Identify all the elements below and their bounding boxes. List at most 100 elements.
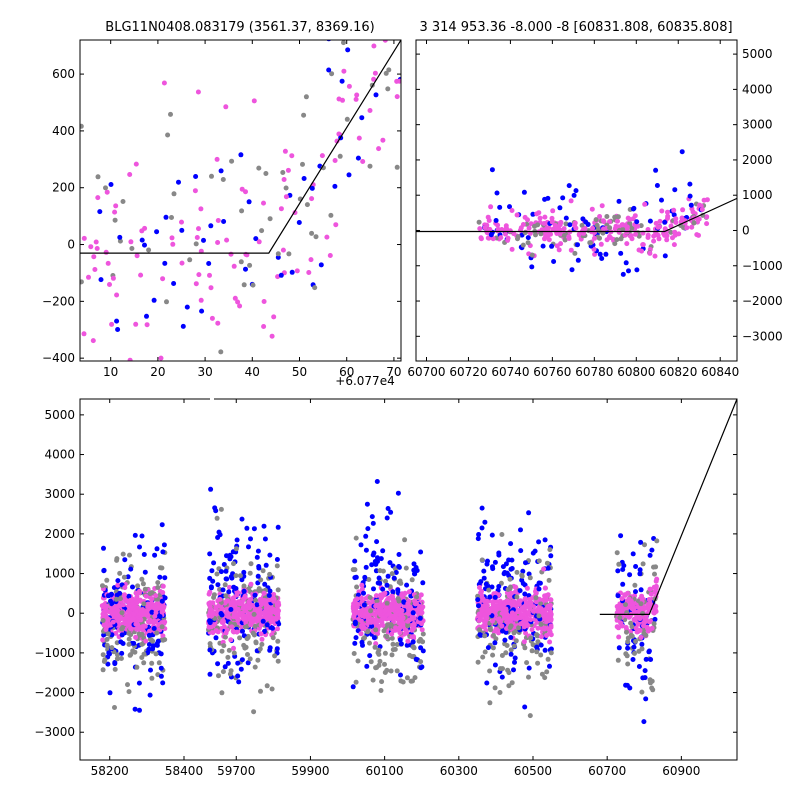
data-point xyxy=(620,567,626,572)
y-tick-label: 5000 xyxy=(44,408,75,422)
data-point xyxy=(132,649,138,655)
data-point xyxy=(410,678,415,684)
data-point xyxy=(286,251,292,257)
data-point xyxy=(179,219,184,225)
data-point xyxy=(267,571,273,577)
data-point xyxy=(550,226,556,232)
data-point xyxy=(157,574,163,580)
data-point xyxy=(580,227,586,233)
data-point xyxy=(113,203,119,209)
data-point xyxy=(654,538,660,544)
data-point xyxy=(360,159,366,164)
data-point xyxy=(371,586,376,592)
data-point xyxy=(511,603,517,609)
data-point xyxy=(396,620,402,626)
data-point xyxy=(359,115,365,121)
data-point xyxy=(148,637,154,643)
data-point xyxy=(639,689,645,695)
data-point xyxy=(528,617,534,623)
data-point xyxy=(548,597,554,603)
data-point xyxy=(488,627,493,633)
data-point xyxy=(549,215,555,221)
data-point xyxy=(221,624,227,630)
data-point xyxy=(620,581,626,587)
data-point xyxy=(387,615,393,621)
data-point xyxy=(485,214,491,220)
data-point xyxy=(169,235,175,241)
data-point xyxy=(198,206,204,212)
data-point xyxy=(629,624,635,630)
data-point xyxy=(630,657,636,662)
data-point xyxy=(261,299,267,304)
data-point xyxy=(497,690,503,695)
data-point xyxy=(100,652,106,658)
data-point xyxy=(224,237,230,243)
data-point xyxy=(499,653,505,658)
data-point xyxy=(160,549,166,555)
data-point xyxy=(156,660,162,666)
data-point xyxy=(385,573,391,579)
data-point xyxy=(154,641,160,647)
data-point xyxy=(114,556,120,562)
data-point xyxy=(527,230,533,236)
data-point xyxy=(479,588,484,594)
data-point xyxy=(259,636,265,642)
data-point xyxy=(623,613,629,618)
data-point xyxy=(512,589,518,595)
data-point xyxy=(396,627,402,632)
data-point xyxy=(269,686,275,692)
data-point xyxy=(126,689,132,695)
data-point xyxy=(210,578,216,584)
y-tick-label: −200 xyxy=(42,294,75,308)
data-point xyxy=(274,601,280,607)
x-tick-label: 60300 xyxy=(440,764,478,778)
data-point xyxy=(352,567,358,573)
data-point xyxy=(493,218,499,223)
data-point xyxy=(120,551,126,557)
data-point xyxy=(353,96,359,102)
data-point xyxy=(621,563,627,569)
data-point xyxy=(104,189,110,195)
data-point xyxy=(221,643,227,649)
data-point xyxy=(371,635,377,641)
data-point xyxy=(518,225,524,231)
data-point xyxy=(391,575,397,581)
data-point xyxy=(144,322,150,328)
data-point xyxy=(352,558,358,564)
data-point xyxy=(374,598,380,604)
data-point xyxy=(529,252,535,258)
y-tick-label: 1000 xyxy=(44,567,75,581)
data-point xyxy=(618,250,624,256)
data-point xyxy=(413,565,419,570)
data-point xyxy=(134,253,140,259)
data-point xyxy=(271,314,277,320)
data-point xyxy=(534,644,540,650)
data-point xyxy=(237,303,243,309)
data-point xyxy=(241,616,247,622)
data-point xyxy=(507,625,513,630)
data-point xyxy=(179,227,185,233)
x-tick-label: 70 xyxy=(386,365,401,379)
data-point xyxy=(691,220,697,226)
data-point xyxy=(645,628,651,634)
data-point xyxy=(255,657,261,663)
data-point xyxy=(508,541,514,547)
data-point xyxy=(515,615,521,621)
data-point xyxy=(92,267,98,272)
data-point xyxy=(572,250,578,256)
data-point xyxy=(414,600,419,606)
data-point xyxy=(192,188,198,194)
data-point xyxy=(246,544,251,550)
data-point xyxy=(626,268,631,274)
data-point xyxy=(635,614,641,620)
data-point xyxy=(652,616,658,622)
data-point xyxy=(599,203,605,209)
data-point xyxy=(654,183,660,188)
data-point xyxy=(257,646,263,652)
data-point xyxy=(160,620,166,626)
data-point xyxy=(697,202,702,208)
data-point xyxy=(159,522,165,528)
y-tick-label: 1000 xyxy=(742,188,773,202)
data-point xyxy=(410,644,416,650)
data-point xyxy=(145,604,151,610)
